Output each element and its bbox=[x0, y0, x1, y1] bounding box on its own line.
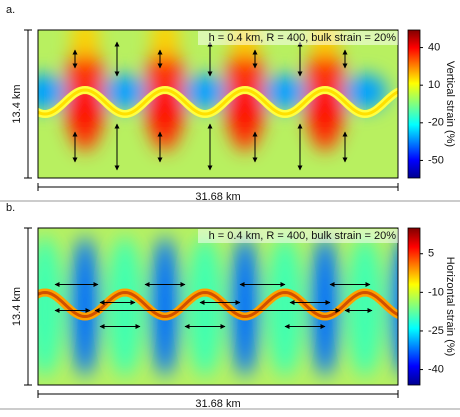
colorbar-tick-label: -25 bbox=[428, 325, 444, 337]
field-blobs bbox=[38, 30, 387, 151]
colorbar-label: Vertical strain (%) bbox=[444, 61, 456, 147]
blob bbox=[151, 236, 179, 377]
blob bbox=[229, 88, 261, 132]
plot-frame bbox=[37, 227, 399, 386]
colorbar bbox=[407, 227, 421, 386]
blob bbox=[71, 236, 99, 377]
field-blobs bbox=[38, 236, 398, 377]
annotation: h = 0.4 km, R = 400, bulk strain = 20% bbox=[209, 230, 397, 242]
blob bbox=[151, 30, 179, 58]
blob bbox=[38, 74, 67, 110]
blob bbox=[183, 74, 227, 110]
colorbar bbox=[407, 29, 421, 179]
blob bbox=[103, 74, 147, 110]
colorbar-label: Horizontal strain (%) bbox=[444, 257, 456, 357]
panel-label: a. bbox=[6, 4, 15, 16]
blob bbox=[309, 88, 341, 132]
y-label: 13.4 km bbox=[11, 287, 23, 326]
blob bbox=[107, 236, 143, 377]
blob bbox=[231, 236, 259, 377]
info-bg bbox=[198, 229, 398, 243]
blob bbox=[38, 236, 63, 377]
y-label: 13.4 km bbox=[11, 84, 23, 123]
layer-core bbox=[38, 88, 398, 116]
blob bbox=[263, 74, 307, 110]
layer-core bbox=[38, 290, 398, 319]
blob bbox=[391, 245, 398, 368]
x-label: 31.68 km bbox=[195, 191, 240, 203]
blob bbox=[69, 88, 101, 132]
panel-label: b. bbox=[6, 202, 15, 214]
colorbar-tick-label: 5 bbox=[428, 248, 434, 260]
x-label: 31.68 km bbox=[195, 398, 240, 410]
colorbar-tick-label: -50 bbox=[428, 154, 444, 166]
colorbar-tick-label: -10 bbox=[428, 286, 444, 298]
blob bbox=[71, 30, 99, 58]
field bbox=[38, 228, 398, 385]
blob bbox=[347, 236, 383, 377]
colorbar-tick-label: 40 bbox=[428, 41, 440, 53]
field bbox=[38, 30, 398, 178]
blob bbox=[149, 88, 181, 132]
plot-frame bbox=[37, 29, 399, 179]
colorbar-tick-label: -20 bbox=[428, 117, 444, 129]
colorbar-tick-label: 10 bbox=[428, 79, 440, 91]
blob bbox=[267, 236, 303, 377]
annotation: h = 0.4 km, R = 400, bulk strain = 20% bbox=[209, 32, 397, 44]
blob bbox=[187, 236, 223, 377]
blob bbox=[343, 74, 387, 110]
info-bg bbox=[198, 31, 398, 45]
colorbar-tick-label: -40 bbox=[428, 363, 444, 375]
blob bbox=[311, 236, 339, 377]
